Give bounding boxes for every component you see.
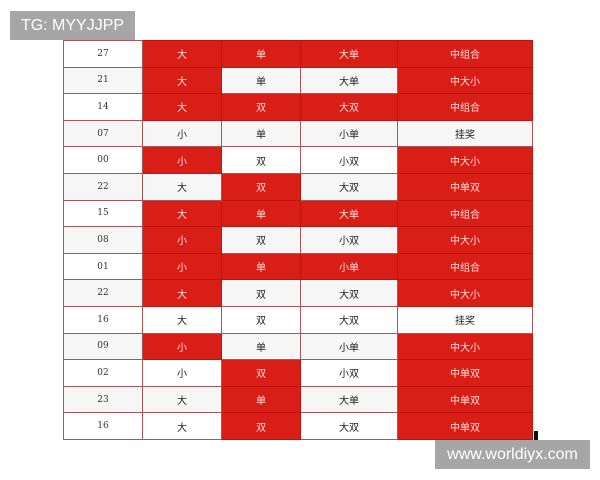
number-cell: 07 [63, 119, 143, 148]
size-cell: 大 [142, 279, 222, 307]
result-cell: 中组合 [397, 40, 533, 68]
combo-cell: 小单 [300, 332, 398, 361]
size-cell: 小 [142, 359, 222, 387]
number-cell: 08 [63, 226, 143, 254]
size-cell: 小 [142, 252, 222, 281]
number-cell: 16 [63, 412, 143, 440]
result-cell: 中组合 [397, 252, 533, 281]
combo-cell: 大双 [300, 412, 398, 440]
size-cell: 大 [142, 40, 222, 68]
result-cell: 中组合 [397, 199, 533, 228]
result-cell: 中单双 [397, 412, 533, 440]
combo-cell: 大双 [300, 279, 398, 307]
number-cell: 27 [63, 40, 143, 68]
combo-cell: 大单 [300, 40, 398, 68]
parity-cell: 单 [221, 40, 301, 68]
number-cell: 21 [63, 66, 143, 95]
table-row: 00 小双小双 中大小 [63, 146, 533, 174]
table-row: 16 大双大双 挂奖 [63, 305, 533, 334]
size-cell: 大 [142, 172, 222, 201]
parity-cell: 双 [221, 412, 301, 440]
number-cell: 22 [63, 172, 143, 201]
table-row: 22 大双大双 中单双 [63, 172, 533, 201]
result-cell: 中大小 [397, 226, 533, 254]
parity-cell: 双 [221, 93, 301, 121]
combo-cell: 大单 [300, 199, 398, 228]
table-row: 23 大单大单 中单双 [63, 385, 533, 414]
size-cell: 大 [142, 199, 222, 228]
combo-cell: 大双 [300, 93, 398, 121]
table-row: 15 大单大单 中组合 [63, 199, 533, 228]
number-cell: 02 [63, 359, 143, 387]
combo-cell: 小单 [300, 252, 398, 281]
size-cell: 大 [142, 385, 222, 414]
parity-cell: 双 [221, 359, 301, 387]
table-row: 08 小双小双 中大小 [63, 226, 533, 254]
parity-cell: 单 [221, 385, 301, 414]
combo-cell: 大双 [300, 172, 398, 201]
parity-cell: 双 [221, 226, 301, 254]
parity-cell: 单 [221, 66, 301, 95]
result-cell: 中组合 [397, 93, 533, 121]
number-cell: 22 [63, 279, 143, 307]
table-row: 01 小单小单 中组合 [63, 252, 533, 281]
result-cell: 中单双 [397, 359, 533, 387]
number-cell: 01 [63, 252, 143, 281]
result-cell: 中大小 [397, 66, 533, 95]
number-cell: 00 [63, 146, 143, 174]
table-row: 14 大双大双 中组合 [63, 93, 533, 121]
parity-cell: 单 [221, 252, 301, 281]
size-cell: 小 [142, 332, 222, 361]
parity-cell: 双 [221, 305, 301, 334]
combo-cell: 小双 [300, 226, 398, 254]
result-cell: 中大小 [397, 332, 533, 361]
table-row: 02 小双小双 中单双 [63, 359, 533, 387]
table-row: 16 大双大双 中单双 [63, 412, 533, 440]
table-row: 21 大单大单 中大小 [63, 66, 533, 95]
size-cell: 大 [142, 66, 222, 95]
result-cell: 挂奖 [397, 305, 533, 334]
watermark-tg: TG: MYYJJPP [10, 11, 135, 40]
cursor-mark [534, 431, 538, 443]
number-cell: 14 [63, 93, 143, 121]
size-cell: 小 [142, 119, 222, 148]
size-cell: 大 [142, 305, 222, 334]
number-cell: 15 [63, 199, 143, 228]
size-cell: 大 [142, 412, 222, 440]
combo-cell: 大双 [300, 305, 398, 334]
result-cell: 中单双 [397, 385, 533, 414]
result-cell: 中大小 [397, 146, 533, 174]
number-cell: 16 [63, 305, 143, 334]
combo-cell: 小双 [300, 359, 398, 387]
parity-cell: 单 [221, 332, 301, 361]
number-cell: 09 [63, 332, 143, 361]
table-row: 09 小单小单 中大小 [63, 332, 533, 361]
combo-cell: 大单 [300, 66, 398, 95]
parity-cell: 双 [221, 279, 301, 307]
table-row: 07 小单小单 挂奖 [63, 119, 533, 148]
watermark-site: www.worldiyx.com [435, 440, 590, 469]
results-table: 27 大单大单 中组合 21 大单大单 中大小 14 大双大双 中组合 07 小单小单 挂奖 00 小双小… [63, 40, 533, 440]
size-cell: 大 [142, 93, 222, 121]
result-cell: 中大小 [397, 279, 533, 307]
parity-cell: 单 [221, 199, 301, 228]
size-cell: 小 [142, 226, 222, 254]
result-cell: 挂奖 [397, 119, 533, 148]
number-cell: 23 [63, 385, 143, 414]
table-row: 22 大双大双 中大小 [63, 279, 533, 307]
result-cell: 中单双 [397, 172, 533, 201]
parity-cell: 双 [221, 146, 301, 174]
size-cell: 小 [142, 146, 222, 174]
combo-cell: 小单 [300, 119, 398, 148]
combo-cell: 小双 [300, 146, 398, 174]
table-row: 27 大单大单 中组合 [63, 40, 533, 68]
combo-cell: 大单 [300, 385, 398, 414]
parity-cell: 双 [221, 172, 301, 201]
parity-cell: 单 [221, 119, 301, 148]
